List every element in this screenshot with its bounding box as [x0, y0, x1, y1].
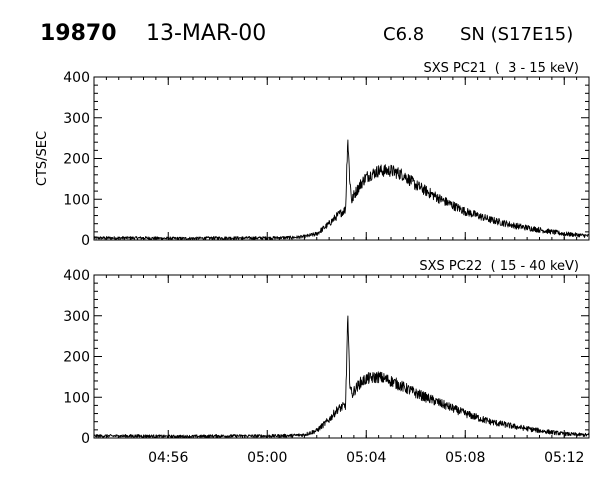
y-tick-label: 300 — [63, 111, 90, 127]
goes-class: C6.8 — [383, 24, 424, 45]
figure-header: 19870 13-MAR-00 C6.8 SN (S17E15) — [40, 21, 573, 46]
y-tick-label: 100 — [63, 390, 90, 406]
x-tick-label: 05:04 — [346, 450, 386, 466]
count-rate-trace — [93, 315, 590, 439]
panel-title: SXS PC22 ( 15 - 40 keV) — [419, 259, 579, 274]
plot-frame — [93, 274, 590, 439]
y-tick-label: 400 — [63, 268, 90, 284]
y-tick-label: 100 — [63, 192, 90, 208]
count-rate-trace — [93, 139, 590, 241]
x-tick-label: 04:56 — [148, 450, 188, 466]
x-tick-label: 05:00 — [247, 450, 287, 466]
y-tick-label: 400 — [63, 70, 90, 86]
event-number: 19870 — [40, 21, 117, 46]
event-date: 13-MAR-00 — [146, 21, 266, 46]
x-tick-label: 05:08 — [445, 450, 485, 466]
panel-2: 0 100 200 300 400 04:56 05:00 05:04 05:08 05:12 SX… — [63, 259, 590, 466]
y-tick-label: 0 — [81, 233, 90, 249]
x-tick-label: 05:12 — [544, 450, 584, 466]
panel-1: 0 100 200 300 400 SXS PC21 ( 3 - 15 keV) CTS/S… — [35, 61, 590, 249]
y-axis-label: CTS/SEC — [35, 131, 50, 186]
y-tick-label: 0 — [81, 431, 90, 447]
y-tick-label: 300 — [63, 309, 90, 325]
y-tick-label: 200 — [63, 350, 90, 366]
panel-title: SXS PC21 ( 3 - 15 keV) — [423, 61, 579, 76]
flare-location: SN (S17E15) — [460, 24, 573, 45]
y-tick-label: 200 — [63, 152, 90, 168]
